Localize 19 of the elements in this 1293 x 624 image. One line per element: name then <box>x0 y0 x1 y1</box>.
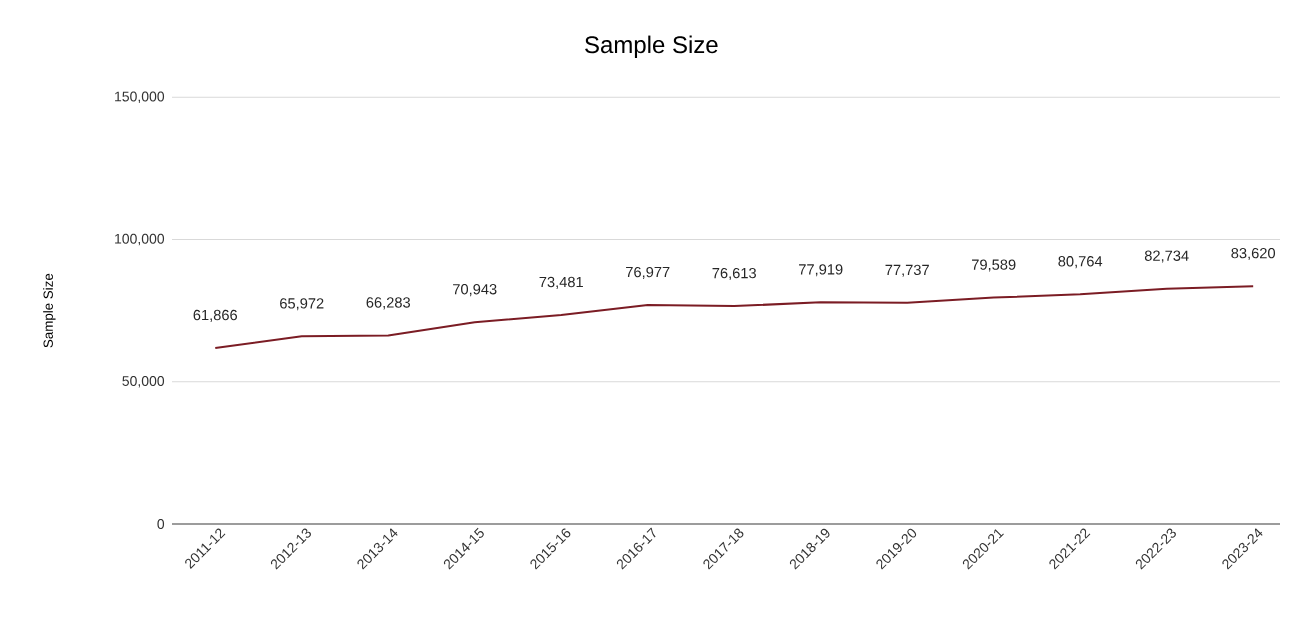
data-label: 76,977 <box>626 266 670 279</box>
chart-title: Sample Size <box>585 35 718 58</box>
y-tick-label: 150,000 <box>115 91 165 104</box>
data-label: 82,734 <box>1144 250 1189 263</box>
data-label: 65,972 <box>280 298 324 311</box>
data-label: 83,620 <box>1231 247 1276 261</box>
data-label: 80,764 <box>1058 256 1103 269</box>
data-label: 66,283 <box>366 297 411 310</box>
data-label: 79,589 <box>972 259 1016 272</box>
data-label: 70,943 <box>453 284 497 297</box>
data-label: 76,613 <box>712 267 756 281</box>
data-label: 77,919 <box>799 264 843 277</box>
y-tick-label: 0 <box>157 519 165 529</box>
data-label: 77,737 <box>885 264 929 277</box>
y-tick-label: 100,000 <box>115 233 165 246</box>
y-tick-label: 50,000 <box>122 375 165 388</box>
y-axis-title: Sample Size <box>43 273 56 348</box>
data-label: 73,481 <box>539 276 583 289</box>
data-label: 61,866 <box>193 309 238 322</box>
